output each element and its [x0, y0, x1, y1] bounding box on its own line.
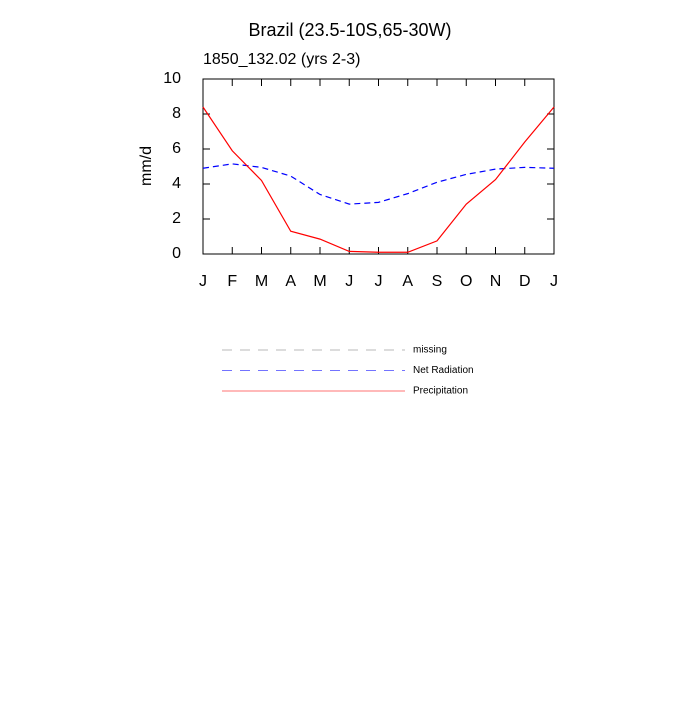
x-tick-label: O	[460, 273, 472, 290]
chart-title: Brazil (23.5-10S,65-30W)	[248, 20, 451, 40]
y-axis-label: mm/d	[138, 146, 155, 186]
x-tick-label: M	[313, 273, 326, 290]
x-tick-label: M	[255, 273, 268, 290]
x-tick-label: N	[490, 273, 502, 290]
x-tick-label: J	[199, 273, 207, 290]
x-tick-label: A	[402, 273, 413, 290]
x-tick-label: S	[432, 273, 443, 290]
x-tick-label: A	[285, 273, 296, 290]
y-tick-label: 8	[172, 105, 181, 122]
series-line	[202, 163, 555, 205]
y-tick-label: 6	[172, 140, 181, 157]
legend-label: Precipitation	[413, 386, 468, 397]
legend-label: Net Radiation	[413, 365, 474, 376]
y-tick-label: 10	[163, 70, 181, 87]
chart-subtitle: 1850_132.02 (yrs 2-3)	[203, 51, 360, 68]
series-line	[202, 106, 555, 253]
x-tick-label: J	[345, 273, 353, 290]
y-tick-label: 0	[172, 245, 181, 262]
x-tick-label: D	[519, 273, 531, 290]
y-tick-label: 2	[172, 210, 181, 227]
x-tick-label: F	[227, 273, 237, 290]
legend-label: missing	[413, 345, 447, 356]
x-tick-label: J	[375, 273, 383, 290]
y-tick-label: 4	[172, 175, 181, 192]
x-tick-label: J	[550, 273, 558, 290]
